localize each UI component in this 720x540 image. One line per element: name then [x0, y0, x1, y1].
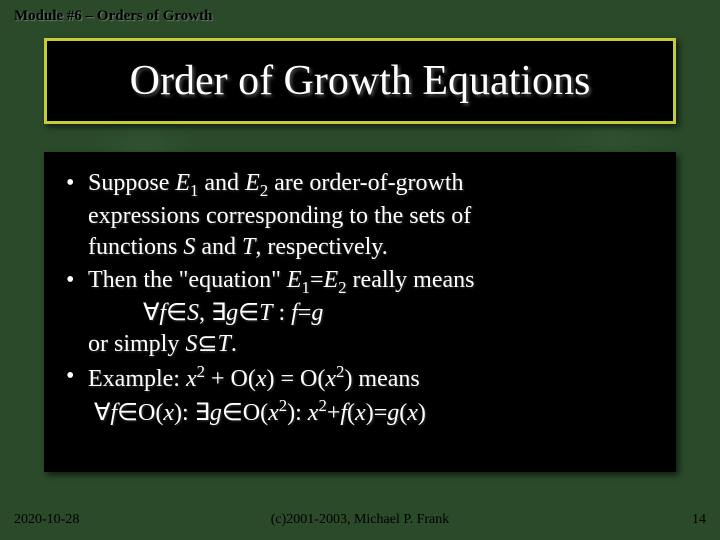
content-box: • Suppose E1 and E2 are order-of-growth … [44, 152, 676, 472]
bullet-3: • Example: x2 + O(x) = O(x2) means ∀f∈O(… [66, 361, 654, 428]
bullet-2: • Then the "equation" E1=E2 really means… [66, 265, 654, 360]
module-header: Module #6 – Orders of Growth [14, 8, 212, 25]
slide-title: Order of Growth Equations [130, 57, 591, 105]
bullet-mark: • [66, 168, 88, 263]
bullet-3-text: Example: x2 + O(x) = O(x2) means ∀f∈O(x)… [88, 361, 654, 428]
bullet-1: • Suppose E1 and E2 are order-of-growth … [66, 168, 654, 263]
bullet-1-text: Suppose E1 and E2 are order-of-growth ex… [88, 168, 654, 263]
bullet-mark: • [66, 361, 88, 428]
footer-copyright: (c)2001-2003, Michael P. Frank [271, 512, 449, 528]
bullet-mark: • [66, 265, 88, 360]
title-box: Order of Growth Equations [44, 38, 676, 124]
bullet-2-text: Then the "equation" E1=E2 really means ∀… [88, 265, 654, 360]
footer-date: 2020-10-28 [14, 512, 79, 528]
footer-page-number: 14 [692, 512, 706, 528]
